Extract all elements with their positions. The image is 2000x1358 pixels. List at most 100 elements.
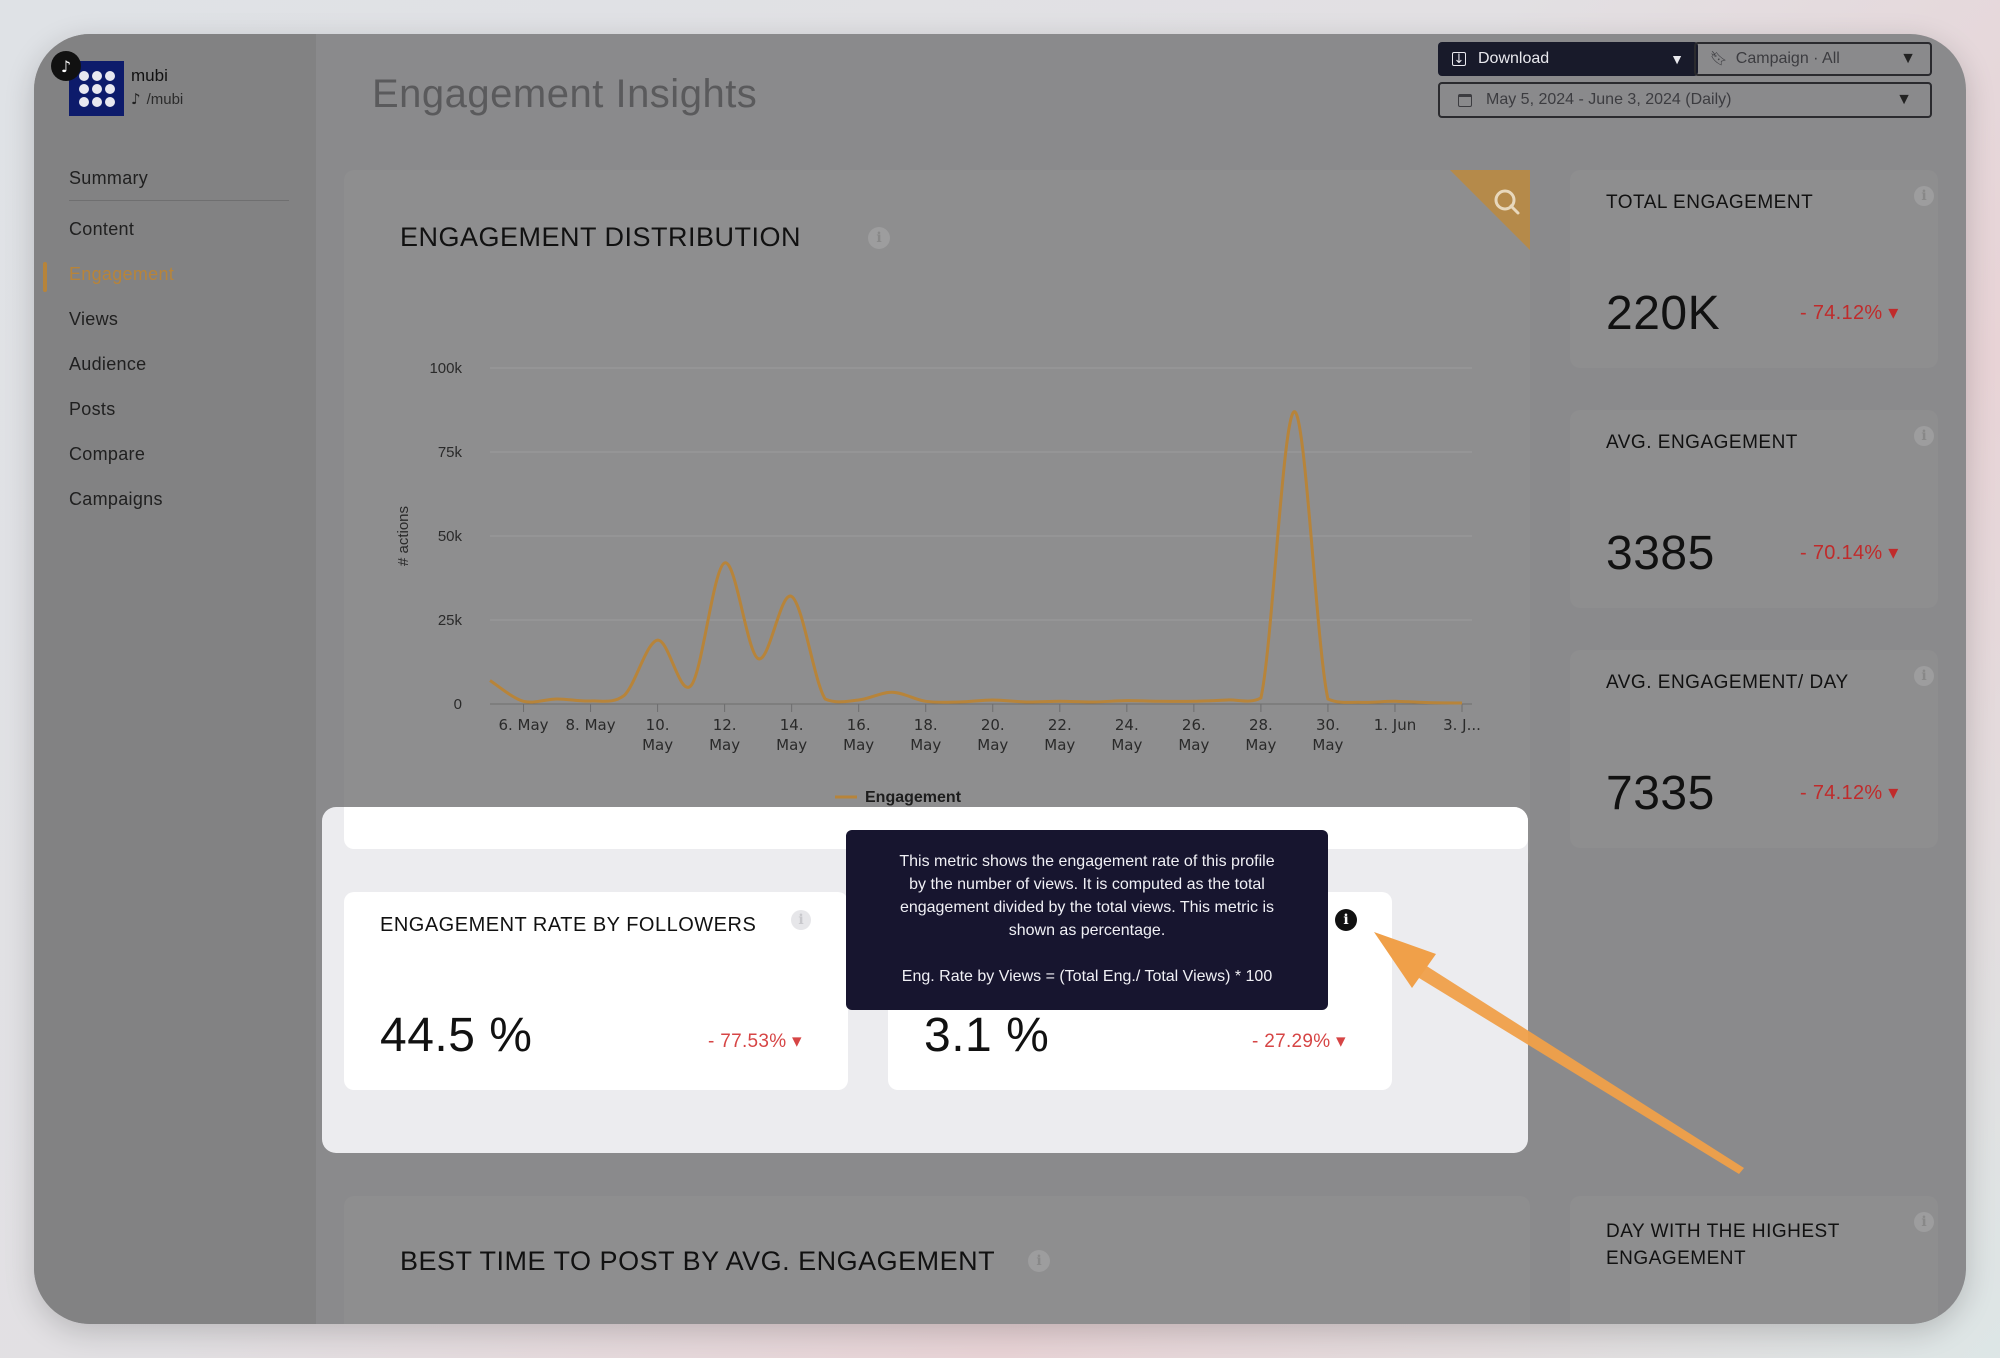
x-tick-label: May: [910, 736, 941, 754]
download-icon: ↓: [1452, 51, 1466, 67]
zoom-corner[interactable]: [1450, 170, 1530, 250]
x-tick-label: May: [642, 736, 673, 754]
engagement-rate-followers-card: ENGAGEMENT RATE BY FOLLOWERS i 44.5 % - …: [344, 892, 848, 1090]
sidebar-item-posts[interactable]: Posts: [69, 399, 116, 419]
tiktok-icon: ♪: [51, 51, 81, 81]
caret-down-icon: ▼: [1670, 51, 1684, 67]
sidebar-item-summary[interactable]: Summary: [69, 156, 289, 201]
chart-title: ENGAGEMENT DISTRIBUTION: [400, 222, 802, 252]
x-tick-label: May: [1312, 736, 1343, 754]
tooltip-line: engagement divided by the total views. T…: [899, 899, 1275, 916]
active-indicator: [43, 262, 47, 292]
sidebar-item-engagement[interactable]: Engagement: [69, 264, 175, 284]
metric-change: - 74.12% ▾: [1800, 302, 1899, 324]
card-title: TOTAL ENGAGEMENT: [1606, 192, 1814, 213]
caret-down-icon: ▼: [1900, 50, 1916, 67]
metric-value: 220K: [1606, 287, 1721, 340]
sidebar-item-content[interactable]: Content: [69, 219, 135, 239]
app-window: ♪ mubi ♪ /mubi Summary Content Engagemen…: [34, 34, 1966, 1324]
metric-change: - 70.14% ▾: [1800, 542, 1899, 564]
annotation-arrow: [1374, 932, 1744, 1174]
y-tick-label: 100k: [429, 360, 462, 377]
campaign-label: Campaign · All: [1735, 50, 1840, 67]
x-tick-label: 12.: [713, 716, 737, 734]
x-tick-label: 8. May: [566, 716, 616, 734]
info-tooltip: This metric shows the engagement rate of…: [846, 830, 1328, 1010]
y-tick-label: 0: [454, 696, 462, 713]
info-icon[interactable]: i: [1914, 186, 1934, 206]
card-title: AVG. ENGAGEMENT/ DAY: [1606, 672, 1849, 693]
caret-down-icon: ▼: [1896, 91, 1912, 108]
x-tick-label: 14.: [780, 716, 804, 734]
card-title: AVG. ENGAGEMENT: [1606, 432, 1798, 453]
search-icon: [1494, 189, 1516, 211]
sidebar-item-compare[interactable]: Compare: [69, 444, 146, 464]
tiktok-small-icon: ♪: [131, 90, 141, 108]
bookmark-icon: 🔖︎: [1710, 51, 1728, 67]
info-icon[interactable]: i: [1914, 426, 1934, 446]
series-line-engagement: [489, 410, 1463, 705]
x-tick-label: 16.: [847, 716, 871, 734]
x-tick-label: 22.: [1048, 716, 1072, 734]
metric-value: 3385: [1606, 527, 1715, 580]
x-tick-label: May: [1044, 736, 1075, 754]
sidebar: ♪ mubi ♪ /mubi Summary Content Engagemen…: [34, 34, 316, 1324]
x-tick-label: May: [1111, 736, 1142, 754]
calendar-icon: [1458, 93, 1472, 107]
download-label: Download: [1478, 50, 1550, 67]
engagement-line-chart: 0 25k 50k 75k 100k # actions 6. May 8. May 10. Ma…: [395, 360, 1481, 806]
x-tick-label: May: [776, 736, 807, 754]
tooltip-line: This metric shows the engagement rate of…: [899, 853, 1275, 870]
card-title: DAY WITH THE HIGHEST ENGAGEMENT: [1606, 1221, 1840, 1269]
metric-change: - 74.12% ▾: [1800, 782, 1899, 804]
metric-value: 7335: [1606, 767, 1715, 820]
y-axis-label: # actions: [395, 506, 412, 566]
total-engagement-card: TOTAL ENGAGEMENT i 220K - 74.12% ▾: [1570, 170, 1938, 368]
x-tick-label: May: [977, 736, 1008, 754]
x-tick-label: 10.: [646, 716, 670, 734]
legend-label: Engagement: [865, 789, 962, 806]
profile-name: mubi: [131, 66, 168, 85]
x-tick-label: 28.: [1249, 716, 1273, 734]
info-icon[interactable]: i: [1914, 1212, 1934, 1232]
x-tick-label: 24.: [1115, 716, 1139, 734]
card-title: ENGAGEMENT RATE BY FOLLOWERS: [380, 914, 757, 936]
y-tick-label: 25k: [438, 612, 463, 629]
x-tick-label: May: [1178, 736, 1209, 754]
sidebar-item-views[interactable]: Views: [69, 309, 119, 329]
info-icon[interactable]: i: [791, 910, 811, 930]
tooltip-formula: Eng. Rate by Views = (Total Eng./ Total …: [901, 968, 1273, 985]
tooltip-line: by the number of views. It is computed a…: [909, 876, 1265, 893]
y-tick-label: 50k: [438, 528, 463, 545]
metric-value: 44.5 %: [380, 1009, 533, 1062]
y-tick-label: 75k: [438, 444, 463, 461]
x-tick-label: 20.: [981, 716, 1005, 734]
download-button[interactable]: ↓ Download ▼: [1438, 42, 1698, 76]
info-icon[interactable]: i: [1914, 666, 1934, 686]
x-tick-label: 1. Jun: [1374, 716, 1417, 734]
date-range-label: May 5, 2024 - June 3, 2024 (Daily): [1486, 91, 1732, 108]
x-tick-label: 3. J...: [1443, 716, 1481, 734]
sidebar-item-audience[interactable]: Audience: [69, 354, 147, 374]
best-time-card: BEST TIME TO POST BY AVG. ENGAGEMENT i: [344, 1196, 1530, 1324]
x-tick-label: 18.: [914, 716, 938, 734]
metric-value: 3.1 %: [924, 1009, 1050, 1062]
profile-handle: ♪ /mubi: [131, 90, 183, 108]
avg-engagement-card: AVG. ENGAGEMENT i 3385 - 70.14% ▾: [1570, 410, 1938, 608]
sidebar-nav: Summary Content Engagement Views Audienc…: [69, 156, 289, 522]
info-icon-active[interactable]: i: [1335, 909, 1357, 931]
tooltip-line: shown as percentage.: [1008, 922, 1166, 939]
info-icon[interactable]: i: [1028, 1250, 1050, 1272]
avg-engagement-day-card: AVG. ENGAGEMENT/ DAY i 7335 - 74.12% ▾: [1570, 650, 1938, 848]
x-tick-label: May: [1245, 736, 1276, 754]
info-icon[interactable]: i: [868, 227, 890, 249]
x-tick-label: 6. May: [498, 716, 548, 734]
metric-change: - 27.29% ▾: [1252, 1031, 1346, 1052]
highest-day-card: DAY WITH THE HIGHEST ENGAGEMENT i: [1570, 1196, 1938, 1324]
date-range-select[interactable]: May 5, 2024 - June 3, 2024 (Daily) ▼: [1438, 82, 1932, 118]
campaign-select[interactable]: 🔖︎ Campaign · All ▼: [1694, 42, 1932, 76]
card-title: BEST TIME TO POST BY AVG. ENGAGEMENT: [400, 1246, 996, 1276]
x-tick-label: May: [709, 736, 740, 754]
profile-handle-text: /mubi: [146, 90, 184, 108]
sidebar-item-campaigns[interactable]: Campaigns: [69, 489, 163, 509]
